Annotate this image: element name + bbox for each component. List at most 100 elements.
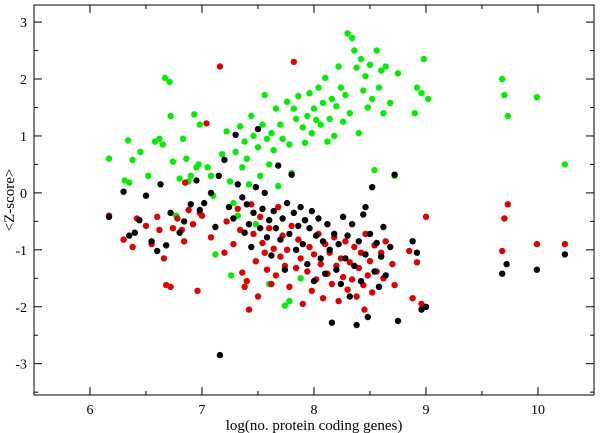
data-point	[328, 280, 336, 288]
data-point	[277, 253, 284, 260]
data-point	[339, 118, 347, 125]
data-point	[169, 225, 177, 232]
data-point	[389, 260, 396, 268]
data-point	[342, 238, 349, 245]
data-point	[360, 211, 367, 218]
data-point	[156, 226, 163, 234]
data-point	[216, 63, 224, 70]
data-point	[193, 177, 200, 184]
data-point	[373, 239, 380, 247]
data-point	[335, 297, 342, 305]
data-point	[292, 115, 300, 123]
data-point	[292, 264, 300, 272]
data-point	[266, 217, 273, 224]
data-point	[369, 184, 376, 191]
data-point	[315, 215, 322, 222]
y-axis-label: <Z-score>	[2, 169, 18, 232]
data-point	[257, 172, 264, 179]
data-point	[295, 236, 302, 243]
data-point	[230, 199, 237, 207]
data-point	[196, 206, 203, 214]
data-point	[261, 189, 268, 197]
data-point	[277, 236, 284, 243]
data-point	[268, 129, 275, 137]
data-point	[297, 275, 304, 282]
data-point	[281, 302, 289, 309]
data-point	[176, 175, 183, 182]
data-point	[322, 270, 329, 277]
data-point	[187, 172, 194, 179]
data-point	[315, 84, 322, 91]
data-point	[561, 161, 569, 168]
y-tick-label: 0	[20, 187, 27, 202]
data-point	[275, 162, 282, 169]
data-point	[366, 258, 374, 265]
data-point	[263, 135, 271, 142]
data-point	[357, 55, 365, 63]
data-point	[319, 99, 327, 107]
data-point	[328, 95, 336, 103]
data-point	[241, 283, 248, 290]
x-tick-label: 6	[87, 403, 94, 418]
data-point	[227, 272, 235, 279]
plot-frame	[33, 4, 595, 396]
ticks-layer: 6 7 8 9 10 -3 -2 -1 0 1 2 3	[15, 5, 595, 418]
data-point	[159, 141, 166, 148]
data-point	[241, 138, 248, 145]
data-point	[167, 112, 174, 120]
data-point	[243, 277, 250, 285]
data-point	[263, 266, 271, 273]
data-point	[310, 251, 318, 258]
data-point	[369, 289, 376, 296]
data-point	[156, 135, 163, 142]
data-point	[219, 151, 226, 158]
data-point	[346, 259, 353, 266]
data-point	[373, 47, 380, 54]
data-point	[277, 121, 284, 128]
data-point	[355, 238, 362, 245]
data-point	[380, 110, 387, 117]
data-point	[198, 212, 206, 219]
data-point	[223, 218, 230, 225]
data-point	[261, 249, 268, 256]
data-point	[504, 201, 511, 208]
data-point	[191, 111, 198, 118]
data-point	[215, 172, 222, 179]
data-point	[126, 179, 133, 186]
data-point	[331, 132, 338, 140]
data-point	[252, 184, 259, 191]
data-point	[297, 255, 304, 262]
data-point	[348, 34, 356, 42]
data-point	[279, 135, 286, 142]
y-tick-label: -3	[15, 358, 27, 373]
data-point	[212, 251, 219, 258]
data-point	[257, 225, 264, 232]
data-point	[286, 230, 293, 238]
data-point	[148, 238, 155, 245]
x-tick-label: 7	[199, 403, 206, 418]
data-point	[263, 234, 271, 241]
data-point	[353, 321, 360, 329]
data-point	[422, 213, 430, 220]
data-point	[234, 205, 241, 212]
data-point	[250, 230, 257, 238]
data-point	[394, 70, 402, 77]
data-point	[176, 229, 183, 236]
data-point	[243, 201, 250, 208]
data-point	[195, 161, 202, 168]
data-point	[221, 156, 228, 164]
data-point	[299, 240, 306, 248]
data-point	[339, 213, 347, 220]
data-point	[362, 230, 369, 238]
data-point	[234, 181, 241, 188]
data-point	[561, 240, 569, 248]
data-point	[283, 199, 291, 207]
data-point	[361, 306, 368, 313]
data-point	[322, 74, 329, 82]
data-point	[344, 286, 351, 293]
data-point	[328, 319, 336, 326]
data-point	[194, 287, 201, 294]
data-point	[533, 240, 541, 248]
data-point	[411, 110, 418, 117]
